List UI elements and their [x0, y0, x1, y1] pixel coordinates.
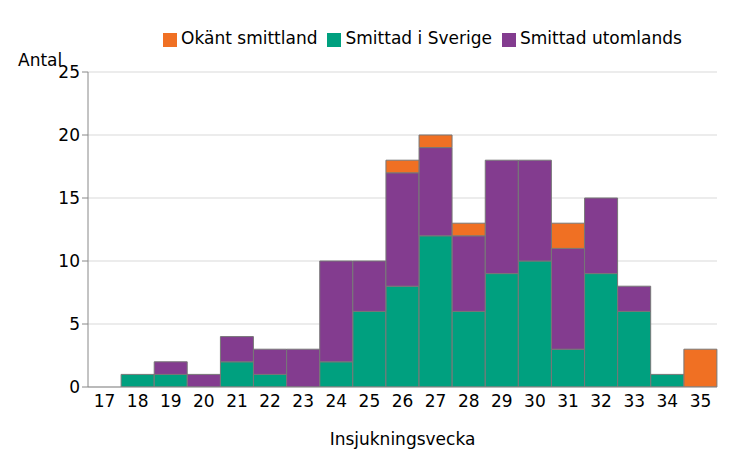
svg-text:5: 5 — [69, 314, 80, 334]
svg-text:22: 22 — [259, 391, 281, 411]
svg-text:17: 17 — [94, 391, 116, 411]
svg-text:27: 27 — [425, 391, 447, 411]
svg-text:19: 19 — [160, 391, 182, 411]
svg-text:25: 25 — [359, 391, 381, 411]
svg-text:10: 10 — [58, 251, 80, 271]
svg-text:15: 15 — [58, 188, 80, 208]
svg-text:0: 0 — [69, 377, 80, 397]
svg-text:28: 28 — [458, 391, 480, 411]
svg-text:35: 35 — [690, 391, 712, 411]
svg-text:20: 20 — [58, 125, 80, 145]
svg-text:32: 32 — [590, 391, 612, 411]
svg-text:24: 24 — [325, 391, 347, 411]
svg-text:18: 18 — [127, 391, 149, 411]
svg-text:30: 30 — [524, 391, 546, 411]
svg-text:25: 25 — [58, 62, 80, 82]
svg-text:33: 33 — [623, 391, 645, 411]
html-text:Okänt smittland: Okänt smittland — [181, 28, 318, 48]
svg-text:21: 21 — [226, 391, 248, 411]
svg-text:26: 26 — [392, 391, 414, 411]
svg-text:Insjukningsvecka: Insjukningsvecka — [330, 429, 476, 449]
svg-text:34: 34 — [657, 391, 679, 411]
svg-text:23: 23 — [292, 391, 314, 411]
svg-text:20: 20 — [193, 391, 215, 411]
svg-text:Antal: Antal — [18, 50, 62, 70]
html-text:Smittad utomlands: Smittad utomlands — [519, 28, 682, 48]
svg-text:29: 29 — [491, 391, 513, 411]
svg-text:31: 31 — [557, 391, 579, 411]
html-text:Smittad i Sverige: Smittad i Sverige — [345, 28, 492, 48]
